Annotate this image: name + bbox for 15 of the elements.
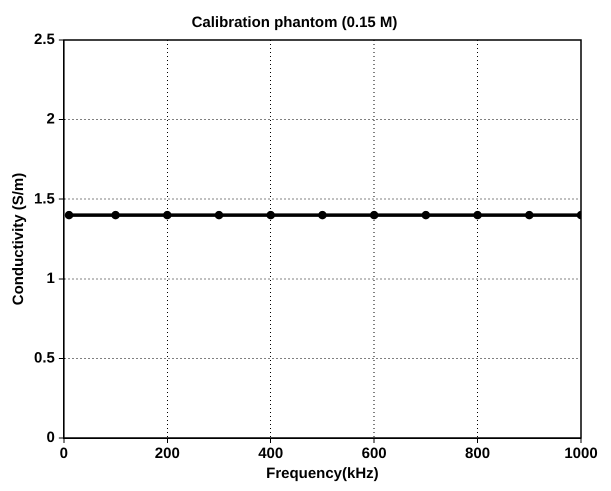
x-tick-label: 200 [154, 445, 180, 462]
y-tick-label: 1 [46, 270, 55, 287]
y-tick-label: 0 [46, 429, 55, 446]
x-tick-label: 400 [258, 445, 284, 462]
x-tick-label: 0 [60, 445, 68, 462]
x-tick-label: 600 [362, 445, 387, 462]
y-tick-label: 2 [46, 110, 55, 128]
y-axis-title: Conductivity (S/m) [10, 172, 28, 306]
y-tick-label: 1.5 [34, 190, 55, 208]
x-tick-label: 800 [465, 445, 490, 462]
y-tick-label: 2.5 [34, 31, 55, 48]
y-tick-label: 0.5 [34, 350, 55, 367]
x-tick-label: 1000 [564, 445, 598, 462]
chart-title: Calibration phantom (0.15 M) [192, 14, 398, 32]
x-axis-title: Frequency(kHz) [266, 465, 379, 482]
